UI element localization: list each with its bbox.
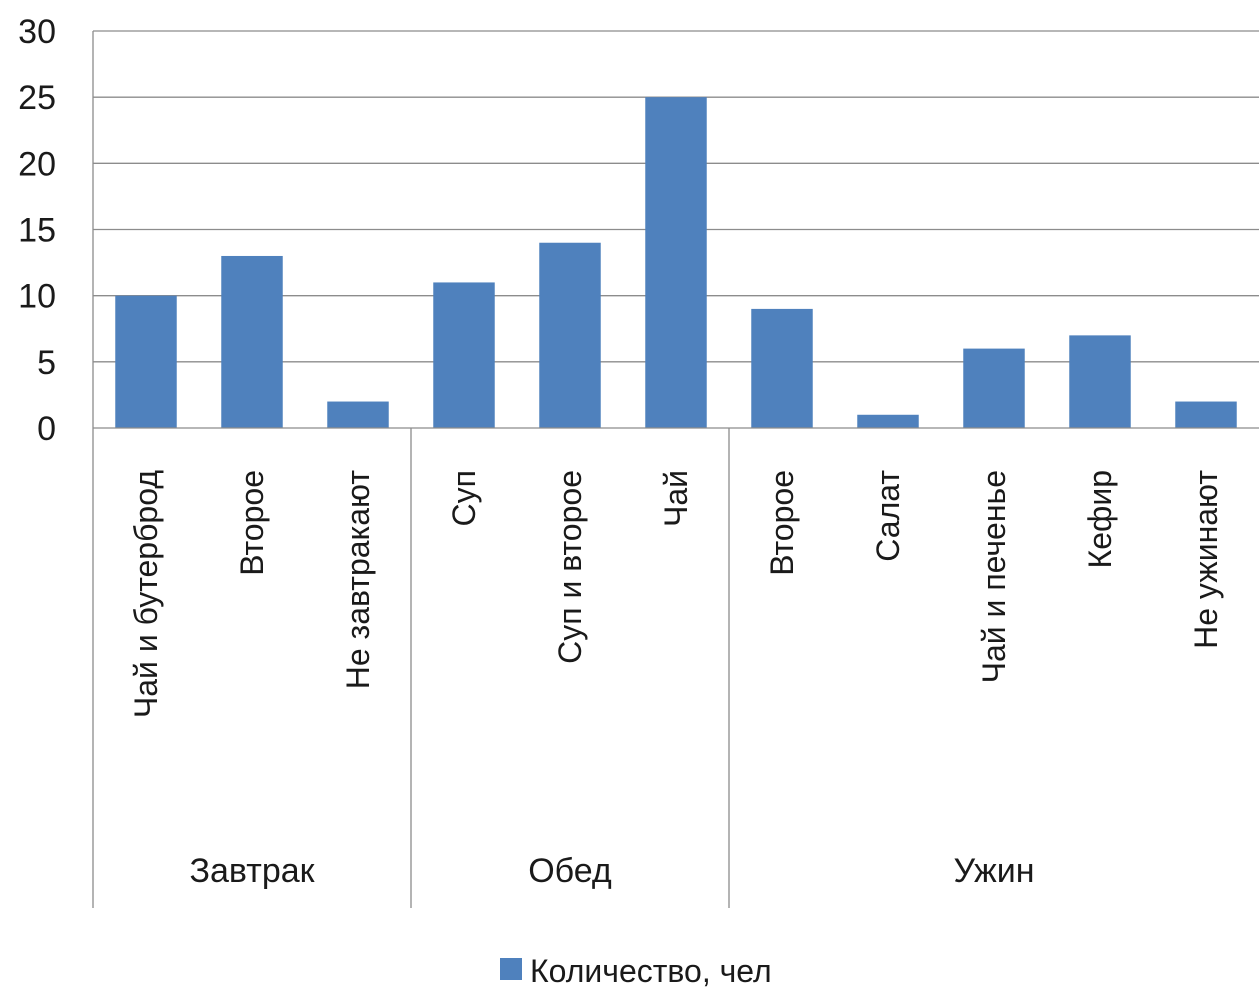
category-tick-label: Не завтракают — [340, 470, 376, 690]
y-tick-label: 10 — [18, 278, 56, 316]
y-tick-label: 25 — [18, 79, 56, 117]
labels-layer: 0 5 10 15 20 25 30 Чай и бутерброд Второе Не завт… — [18, 13, 1224, 890]
axis-layer — [92, 31, 1259, 908]
bar — [221, 255, 283, 428]
legend-swatch — [500, 958, 522, 980]
y-tick-label: 30 — [18, 13, 56, 51]
bar — [539, 242, 601, 428]
bar — [1069, 335, 1131, 428]
category-tick-label: Не ужинают — [1188, 470, 1224, 649]
y-tick-label: 20 — [18, 145, 56, 183]
group-label: Обед — [528, 852, 612, 890]
category-tick-label: Кефир — [1082, 470, 1118, 568]
bar — [115, 295, 177, 428]
category-tick-label: Салат — [870, 470, 906, 562]
y-tick-label: 0 — [37, 410, 56, 448]
legend: Количество, чел — [500, 953, 772, 989]
category-tick-label: Второе — [764, 470, 800, 576]
bar — [963, 348, 1025, 428]
bars-layer — [115, 97, 1237, 429]
bar — [433, 282, 495, 428]
category-tick-label: Чай — [658, 470, 694, 527]
category-tick-label: Суп и второе — [552, 470, 588, 664]
bar — [1175, 401, 1237, 428]
y-tick-label: 15 — [18, 212, 56, 250]
category-tick-label: Второе — [234, 470, 270, 576]
bar — [327, 401, 389, 428]
group-label: Ужин — [954, 852, 1035, 890]
bar — [645, 97, 707, 429]
y-tick-label: 5 — [37, 344, 56, 382]
legend-label: Количество, чел — [530, 953, 772, 989]
bar — [751, 308, 813, 428]
bar — [857, 414, 919, 428]
category-tick-label: Чай и печенье — [976, 470, 1012, 683]
group-label: Завтрак — [189, 852, 315, 890]
category-tick-label: Чай и бутерброд — [128, 470, 164, 718]
category-tick-label: Суп — [446, 470, 482, 526]
